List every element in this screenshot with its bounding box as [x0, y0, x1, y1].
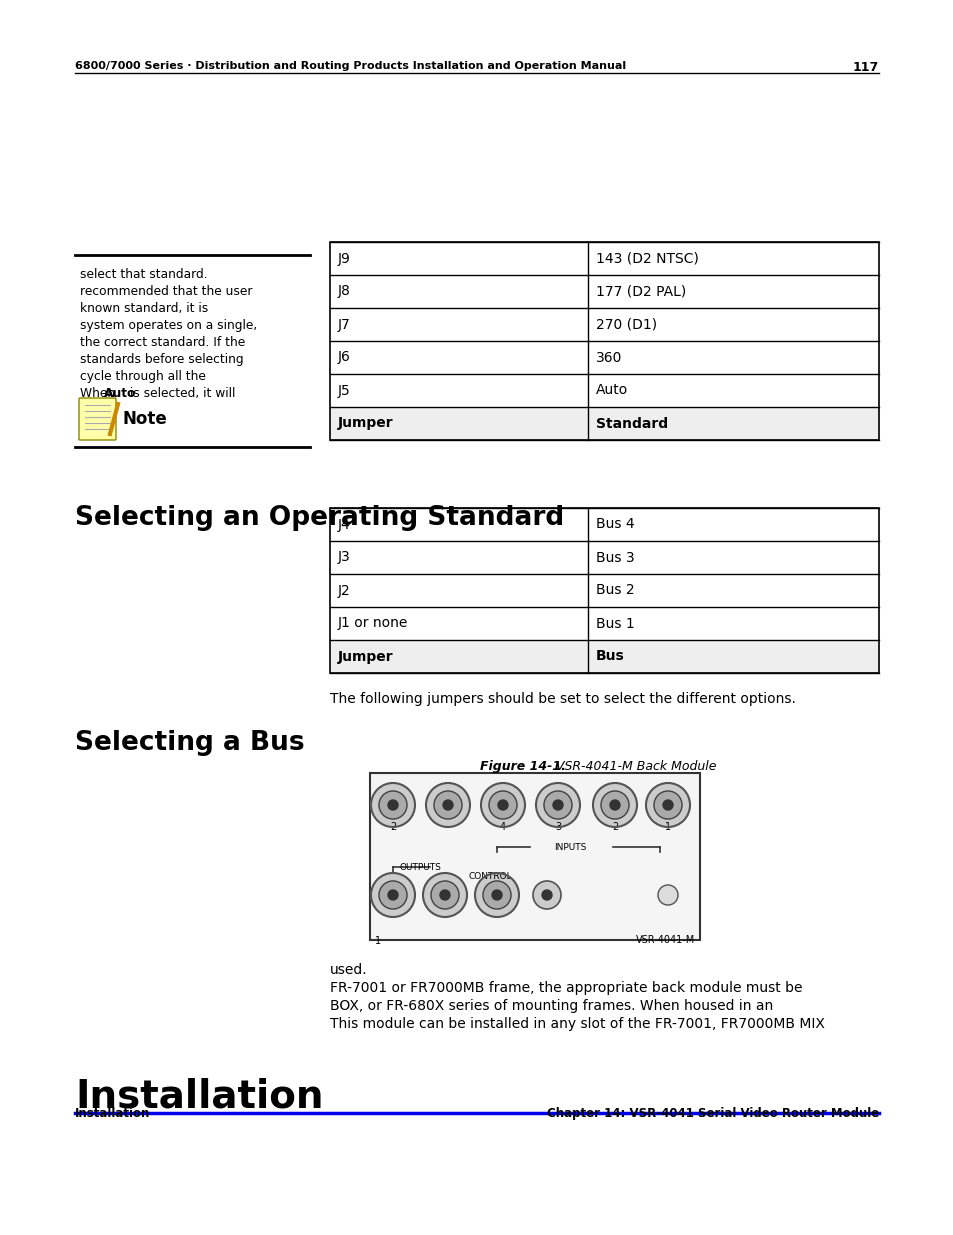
Circle shape — [645, 783, 689, 827]
Text: cycle through all the: cycle through all the — [80, 370, 206, 383]
Text: Installation: Installation — [75, 1077, 323, 1115]
Text: 360: 360 — [596, 351, 621, 364]
Text: Chapter 14: VSR-4041 Serial Video Router Module: Chapter 14: VSR-4041 Serial Video Router… — [546, 1107, 878, 1120]
Text: J9: J9 — [337, 252, 351, 266]
Text: is selected, it will: is selected, it will — [126, 387, 235, 400]
Text: Auto: Auto — [104, 387, 136, 400]
Text: Auto: Auto — [596, 384, 628, 398]
Text: Bus 2: Bus 2 — [596, 583, 634, 598]
Circle shape — [371, 873, 415, 918]
Circle shape — [388, 890, 397, 900]
Text: VSR-4041-M Back Module: VSR-4041-M Back Module — [552, 760, 716, 773]
Text: the correct standard. If the: the correct standard. If the — [80, 336, 245, 350]
Text: Figure 14-1.: Figure 14-1. — [479, 760, 565, 773]
Text: known standard, it is: known standard, it is — [80, 303, 208, 315]
Text: standards before selecting: standards before selecting — [80, 353, 243, 366]
Text: J3: J3 — [337, 551, 351, 564]
Text: J2: J2 — [337, 583, 351, 598]
Bar — [330, 242, 878, 440]
Text: Bus: Bus — [596, 650, 624, 663]
Circle shape — [439, 890, 450, 900]
Circle shape — [489, 790, 517, 819]
Text: J1 or none: J1 or none — [337, 616, 408, 631]
Bar — [370, 773, 700, 940]
Text: 2: 2 — [390, 823, 395, 832]
Circle shape — [480, 783, 524, 827]
Text: J4: J4 — [337, 517, 351, 531]
Circle shape — [609, 800, 619, 810]
Circle shape — [378, 790, 407, 819]
Circle shape — [533, 881, 560, 909]
Text: CONTROL: CONTROL — [468, 872, 511, 881]
Text: 143 (D2 NTSC): 143 (D2 NTSC) — [596, 252, 699, 266]
Text: Selecting an Operating Standard: Selecting an Operating Standard — [75, 505, 563, 531]
Text: 2: 2 — [611, 823, 618, 832]
Circle shape — [371, 783, 415, 827]
Text: 1: 1 — [375, 936, 381, 946]
Circle shape — [431, 881, 458, 909]
Bar — [330, 640, 878, 673]
Circle shape — [422, 873, 467, 918]
Text: J6: J6 — [337, 351, 351, 364]
Circle shape — [600, 790, 628, 819]
Circle shape — [654, 790, 681, 819]
Text: This module can be installed in any slot of the FR-7001, FR7000MB MIX: This module can be installed in any slot… — [330, 1016, 824, 1031]
Bar — [330, 408, 878, 440]
Circle shape — [475, 873, 518, 918]
Text: Jumper: Jumper — [337, 650, 394, 663]
Text: FR-7001 or FR7000MB frame, the appropriate back module must be: FR-7001 or FR7000MB frame, the appropria… — [330, 981, 801, 995]
Circle shape — [536, 783, 579, 827]
Text: Bus 3: Bus 3 — [596, 551, 634, 564]
Text: 270 (D1): 270 (D1) — [596, 317, 657, 331]
Text: Bus 4: Bus 4 — [596, 517, 634, 531]
Circle shape — [658, 885, 678, 905]
Text: Bus 1: Bus 1 — [596, 616, 634, 631]
Text: Standard: Standard — [596, 416, 667, 431]
Text: 1: 1 — [664, 823, 670, 832]
Text: OUTPUTS: OUTPUTS — [398, 863, 440, 872]
Circle shape — [388, 800, 397, 810]
Circle shape — [482, 881, 511, 909]
Text: VSR-4041-M: VSR-4041-M — [635, 935, 695, 945]
Circle shape — [543, 790, 572, 819]
Text: 6800/7000 Series · Distribution and Routing Products Installation and Operation : 6800/7000 Series · Distribution and Rout… — [75, 61, 625, 70]
Text: J7: J7 — [337, 317, 351, 331]
Text: Note: Note — [123, 410, 168, 429]
Circle shape — [378, 881, 407, 909]
Text: When: When — [80, 387, 119, 400]
Text: J8: J8 — [337, 284, 351, 299]
Text: J5: J5 — [337, 384, 351, 398]
Text: Selecting a Bus: Selecting a Bus — [75, 730, 304, 756]
FancyBboxPatch shape — [79, 398, 116, 440]
Text: INPUTS: INPUTS — [554, 842, 585, 851]
Circle shape — [553, 800, 562, 810]
Text: system operates on a single,: system operates on a single, — [80, 319, 257, 332]
Circle shape — [541, 890, 552, 900]
Text: 4: 4 — [499, 823, 505, 832]
Bar — [330, 508, 878, 673]
Text: select that standard.: select that standard. — [80, 268, 208, 282]
Text: 117: 117 — [852, 61, 878, 74]
Text: Installation: Installation — [75, 1107, 151, 1120]
Text: The following jumpers should be set to select the different options.: The following jumpers should be set to s… — [330, 692, 795, 706]
Text: BOX, or FR-680X series of mounting frames. When housed in an: BOX, or FR-680X series of mounting frame… — [330, 999, 773, 1013]
Circle shape — [492, 890, 501, 900]
Circle shape — [497, 800, 507, 810]
Circle shape — [426, 783, 470, 827]
Text: Jumper: Jumper — [337, 416, 394, 431]
Circle shape — [434, 790, 461, 819]
Circle shape — [662, 800, 672, 810]
Text: recommended that the user: recommended that the user — [80, 285, 253, 298]
Text: 177 (D2 PAL): 177 (D2 PAL) — [596, 284, 685, 299]
Text: 3: 3 — [555, 823, 560, 832]
Circle shape — [442, 800, 453, 810]
Circle shape — [593, 783, 637, 827]
Text: used.: used. — [330, 963, 367, 977]
